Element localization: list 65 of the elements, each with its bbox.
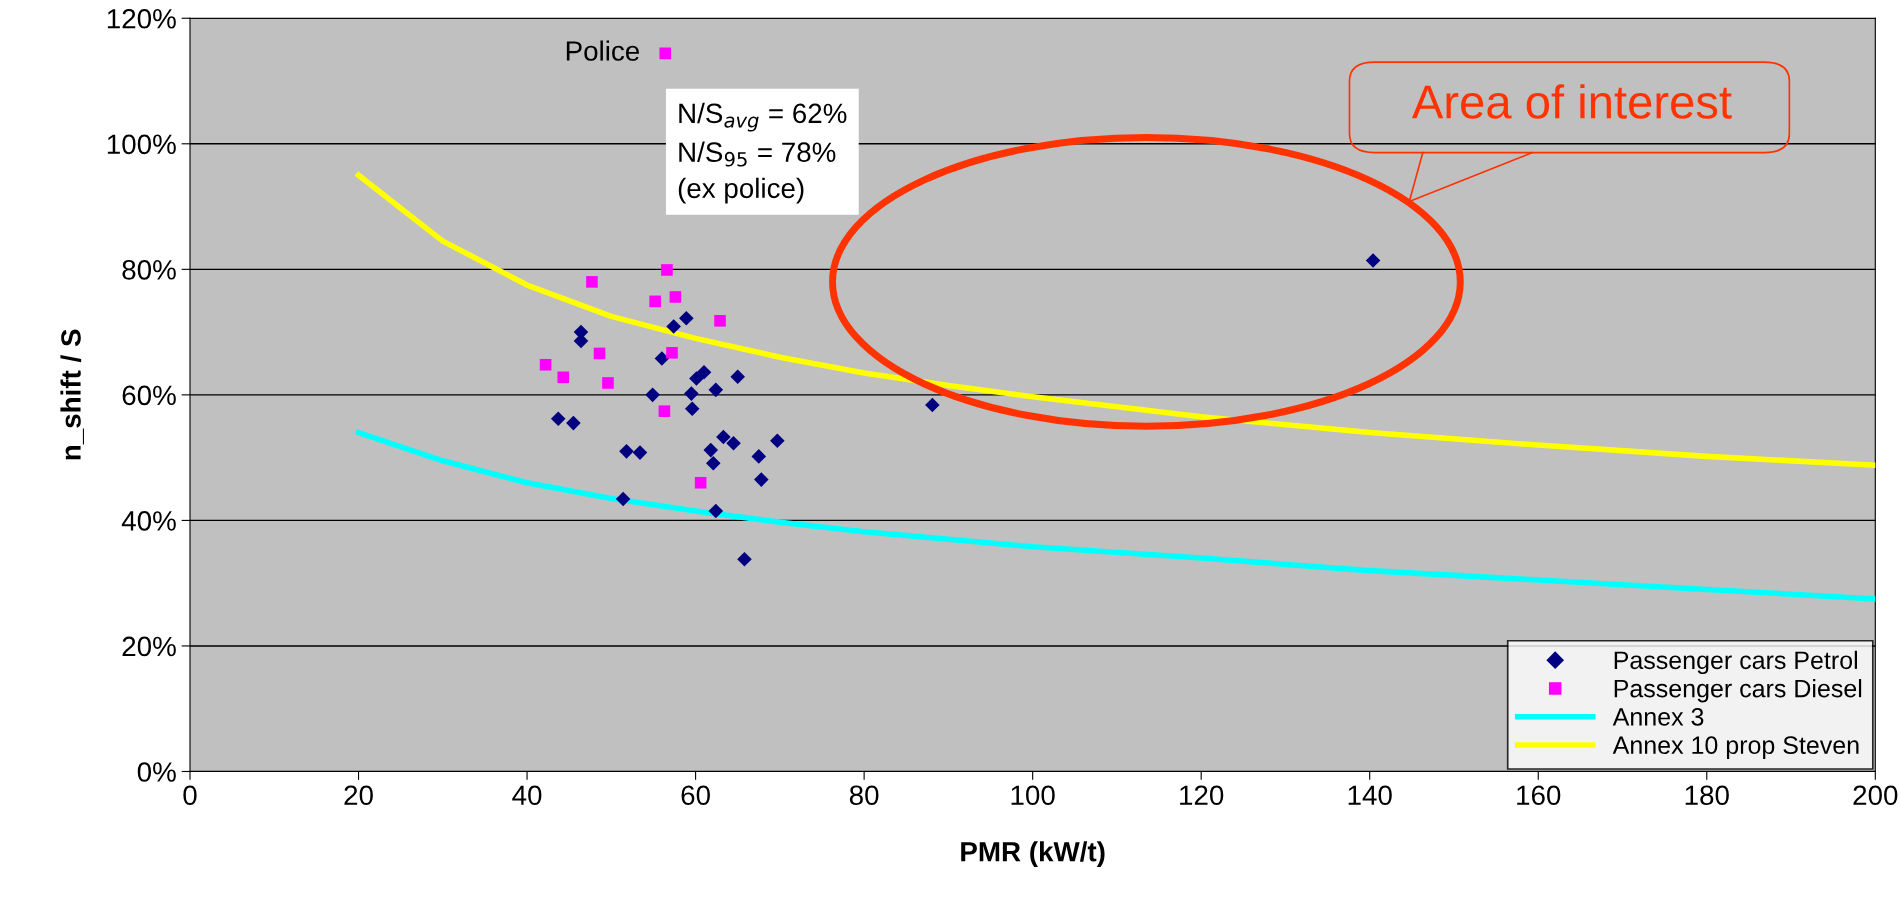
point bbox=[754, 472, 769, 487]
point bbox=[684, 401, 700, 416]
point bbox=[615, 491, 631, 507]
x-tick-label: 100 bbox=[1011, 785, 1055, 806]
point bbox=[751, 449, 767, 464]
point bbox=[593, 347, 606, 360]
point bbox=[708, 382, 724, 398]
point bbox=[703, 442, 719, 458]
point bbox=[566, 415, 581, 431]
y-tick-label: 120% bbox=[107, 8, 176, 29]
y-tick-label: 0% bbox=[137, 762, 176, 782]
x-tick-label: 140 bbox=[1348, 785, 1392, 806]
point bbox=[666, 347, 678, 359]
point bbox=[539, 358, 552, 371]
point bbox=[550, 411, 566, 427]
y-tick-label: 20% bbox=[122, 636, 176, 657]
y-tick-label: 60% bbox=[122, 385, 176, 406]
legend-label: Annex 10 prop Steven bbox=[1612, 736, 1859, 759]
point bbox=[708, 503, 724, 519]
point bbox=[770, 433, 785, 448]
y-tick-label: 40% bbox=[121, 511, 176, 531]
point bbox=[645, 387, 660, 403]
legend-label: Annex 3 bbox=[1612, 708, 1704, 726]
legend-label: Passenger cars Petrol bbox=[1614, 650, 1857, 675]
point bbox=[689, 371, 704, 386]
point bbox=[730, 369, 746, 384]
text: N/S$_{avg}$ = 62% N/S$_{95}$ = 78% (ex police) bbox=[678, 102, 847, 204]
y-axis-title: n_shift / S bbox=[60, 329, 84, 460]
y-tick-label: 80% bbox=[122, 260, 176, 280]
x-tick-label: 0 bbox=[183, 785, 197, 806]
annotation: Area of interest bbox=[1411, 84, 1732, 119]
point bbox=[737, 552, 752, 567]
point bbox=[666, 319, 681, 334]
point bbox=[696, 364, 712, 380]
point bbox=[1365, 253, 1381, 268]
point bbox=[706, 456, 721, 471]
x-tick-label: 80 bbox=[849, 785, 879, 806]
x-axis-title: PMR (kW/t) bbox=[961, 841, 1105, 868]
point bbox=[658, 405, 671, 417]
x-tick-label: 20 bbox=[344, 785, 373, 806]
point bbox=[661, 264, 673, 276]
point bbox=[925, 397, 940, 413]
point bbox=[726, 435, 741, 451]
x-tick-label: 180 bbox=[1685, 785, 1729, 806]
point bbox=[684, 386, 699, 401]
x-tick-label: 120 bbox=[1180, 785, 1224, 806]
point bbox=[586, 276, 598, 288]
point bbox=[619, 444, 634, 459]
x-tick-label: 60 bbox=[681, 785, 710, 806]
point bbox=[716, 429, 731, 445]
point bbox=[714, 315, 726, 327]
point bbox=[659, 47, 672, 60]
point bbox=[602, 377, 614, 389]
point bbox=[649, 295, 661, 308]
point bbox=[632, 445, 648, 460]
x-tick-label: 160 bbox=[1517, 785, 1561, 806]
point bbox=[669, 291, 682, 303]
x-tick-label: 200 bbox=[1853, 785, 1898, 806]
y-tick-label: 100% bbox=[107, 134, 176, 155]
point bbox=[679, 311, 694, 326]
annotation: Police bbox=[566, 40, 640, 61]
point bbox=[557, 371, 570, 384]
x-tick-label: 40 bbox=[512, 785, 542, 806]
legend-label: Passenger cars Diesel bbox=[1614, 679, 1862, 703]
point bbox=[694, 476, 707, 489]
